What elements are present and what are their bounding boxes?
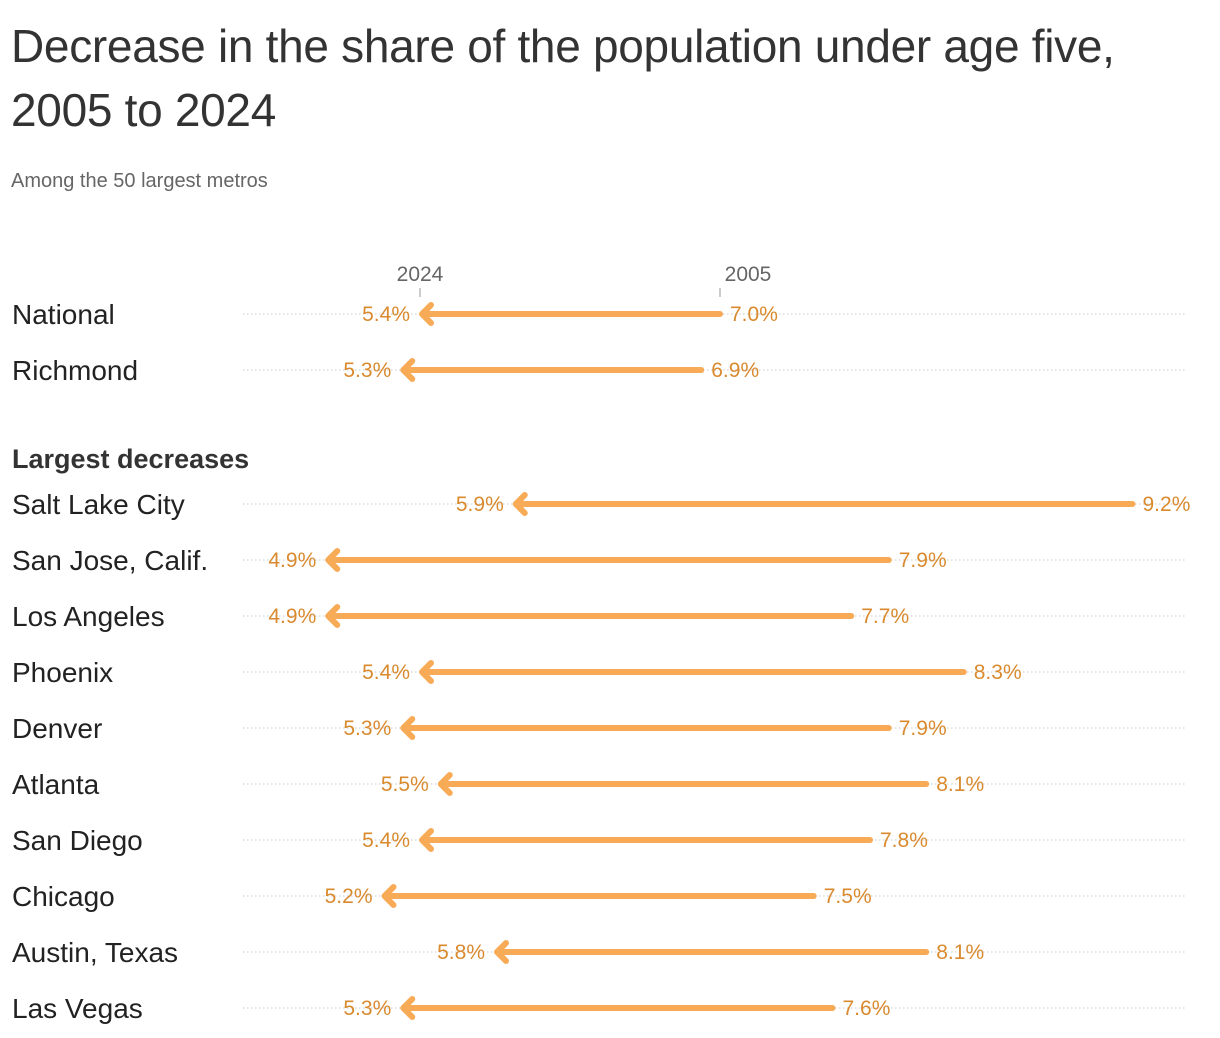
value-label-start-san-diego: 7.8% <box>880 829 928 852</box>
value-label-end-los-angeles: 4.9% <box>268 605 316 628</box>
value-label-end-richmond: 5.3% <box>343 359 391 382</box>
value-label-start-phoenix: 8.3% <box>974 661 1022 684</box>
arrow-head-san-jose-calif <box>325 548 341 572</box>
arrow-head-san-diego <box>419 828 434 852</box>
value-label-start-chicago: 7.5% <box>824 885 872 908</box>
value-label-end-san-diego: 5.4% <box>362 829 410 852</box>
value-label-start-atlanta: 8.1% <box>936 773 984 796</box>
arrow-head-national <box>419 302 434 326</box>
arrow-head-los-angeles <box>325 604 341 628</box>
value-label-start-los-angeles: 7.7% <box>861 605 909 628</box>
arrow-head-las-vegas <box>400 996 416 1020</box>
row-label-richmond: Richmond <box>12 355 138 386</box>
value-label-start-salt-lake-city: 9.2% <box>1143 493 1191 516</box>
value-label-end-national: 5.4% <box>362 303 410 326</box>
arrow-head-atlanta <box>437 772 453 796</box>
value-label-end-san-jose-calif: 4.9% <box>268 549 316 572</box>
value-label-end-salt-lake-city: 5.9% <box>456 493 504 516</box>
arrow-head-denver <box>400 716 416 740</box>
row-label-las-vegas: Las Vegas <box>12 993 143 1024</box>
row-label-denver: Denver <box>12 713 102 744</box>
value-label-start-las-vegas: 7.6% <box>843 997 891 1020</box>
arrow-head-austin-texas <box>494 940 509 964</box>
value-label-end-denver: 5.3% <box>343 717 391 740</box>
value-label-start-austin-texas: 8.1% <box>936 941 984 964</box>
row-label-phoenix: Phoenix <box>12 657 113 688</box>
row-label-austin-texas: Austin, Texas <box>12 937 178 968</box>
chart-subtitle: Among the 50 largest metros <box>11 170 268 192</box>
value-label-end-phoenix: 5.4% <box>362 661 410 684</box>
row-label-san-jose-calif: San Jose, Calif. <box>12 545 208 576</box>
value-label-start-san-jose-calif: 7.9% <box>899 549 947 572</box>
row-label-san-diego: San Diego <box>12 825 143 856</box>
value-label-start-denver: 7.9% <box>899 717 947 740</box>
row-label-national: National <box>12 299 115 330</box>
value-label-start-richmond: 6.9% <box>711 359 759 382</box>
arrow-head-chicago <box>381 884 397 908</box>
value-label-end-atlanta: 5.5% <box>381 773 429 796</box>
value-label-end-chicago: 5.2% <box>325 885 373 908</box>
column-header-start: 2005 <box>725 263 772 286</box>
row-label-salt-lake-city: Salt Lake City <box>12 489 185 520</box>
chart-title: Decrease in the share of the population … <box>11 20 1115 136</box>
value-label-end-austin-texas: 5.8% <box>437 941 485 964</box>
row-label-atlanta: Atlanta <box>12 769 100 800</box>
arrow-head-phoenix <box>419 660 434 684</box>
value-label-start-national: 7.0% <box>730 303 778 326</box>
arrow-head-richmond <box>400 358 416 382</box>
row-label-los-angeles: Los Angeles <box>12 601 165 632</box>
row-label-chicago: Chicago <box>12 881 115 912</box>
value-label-end-las-vegas: 5.3% <box>343 997 391 1020</box>
arrow-head-salt-lake-city <box>512 492 528 516</box>
column-header-end: 2024 <box>397 263 444 286</box>
section-label-largest-decreases: Largest decreases <box>12 444 249 474</box>
